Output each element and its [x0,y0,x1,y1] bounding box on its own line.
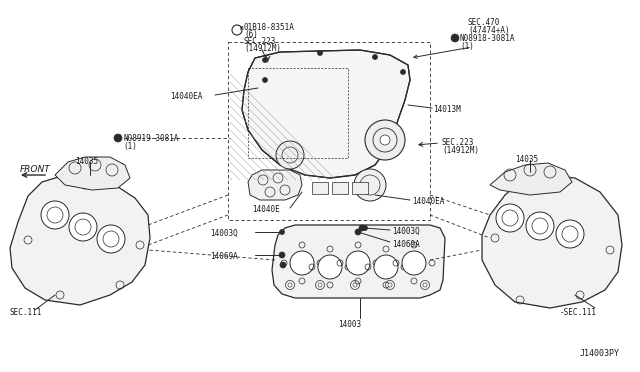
Text: SEC.111: SEC.111 [10,308,42,317]
Circle shape [353,283,357,287]
Circle shape [69,213,97,241]
Text: 14040EA: 14040EA [170,92,202,101]
Circle shape [97,225,125,253]
Text: 01B18-8351A: 01B18-8351A [244,23,295,32]
Text: 14003Q: 14003Q [392,227,420,236]
Polygon shape [482,175,622,308]
Text: (1): (1) [460,42,474,51]
Text: 14013M: 14013M [433,105,461,114]
Text: N08919-3081A: N08919-3081A [123,134,179,143]
Polygon shape [248,170,302,200]
Circle shape [41,201,69,229]
Text: (14912M): (14912M) [442,146,479,155]
Text: 14040EA: 14040EA [412,197,444,206]
Text: 14040E: 14040E [252,205,280,214]
Circle shape [280,262,286,268]
Text: 14035: 14035 [515,155,538,164]
Bar [228,42,430,220]
Polygon shape [55,157,130,190]
Text: SEC.223: SEC.223 [442,138,474,147]
Text: N08918-3081A: N08918-3081A [460,34,515,43]
Bar [248,68,348,158]
Circle shape [346,251,370,275]
Circle shape [496,204,524,232]
Text: J14003PY: J14003PY [580,349,620,358]
Text: SEC.223: SEC.223 [244,37,276,46]
Circle shape [317,51,323,55]
Circle shape [402,251,426,275]
Circle shape [526,212,554,240]
Text: FRONT: FRONT [20,165,51,174]
Text: 14035: 14035 [75,157,98,166]
Text: 14069A: 14069A [210,252,237,261]
Circle shape [262,58,268,62]
Text: SEC.470: SEC.470 [468,18,500,27]
Circle shape [232,25,242,35]
Polygon shape [10,175,150,305]
Text: (47474+A): (47474+A) [468,26,509,35]
Circle shape [362,225,367,231]
Text: (6): (6) [244,30,258,39]
Circle shape [423,283,427,287]
Circle shape [365,120,405,160]
Circle shape [290,251,314,275]
Bar [352,182,368,194]
Polygon shape [490,163,572,195]
Polygon shape [272,225,445,298]
Circle shape [359,225,365,231]
Text: (14912M): (14912M) [244,44,281,53]
Bar [332,182,348,194]
Text: -SEC.111: -SEC.111 [560,308,597,317]
Circle shape [318,283,322,287]
Circle shape [114,134,122,142]
Text: 14003: 14003 [338,320,361,329]
Circle shape [354,169,386,201]
Circle shape [288,283,292,287]
Text: 14069A: 14069A [392,240,420,249]
Circle shape [388,283,392,287]
Circle shape [355,229,361,235]
Circle shape [372,55,378,60]
Circle shape [280,230,285,234]
Text: (1): (1) [123,142,137,151]
Text: 14003Q: 14003Q [210,229,237,238]
Text: B: B [239,26,243,31]
Circle shape [401,70,406,74]
Circle shape [262,77,268,83]
Circle shape [276,141,304,169]
Bar [312,182,328,194]
Circle shape [556,220,584,248]
Circle shape [318,255,342,279]
Circle shape [279,252,285,258]
Circle shape [380,135,390,145]
Circle shape [374,255,398,279]
Polygon shape [242,50,410,178]
Circle shape [451,34,459,42]
